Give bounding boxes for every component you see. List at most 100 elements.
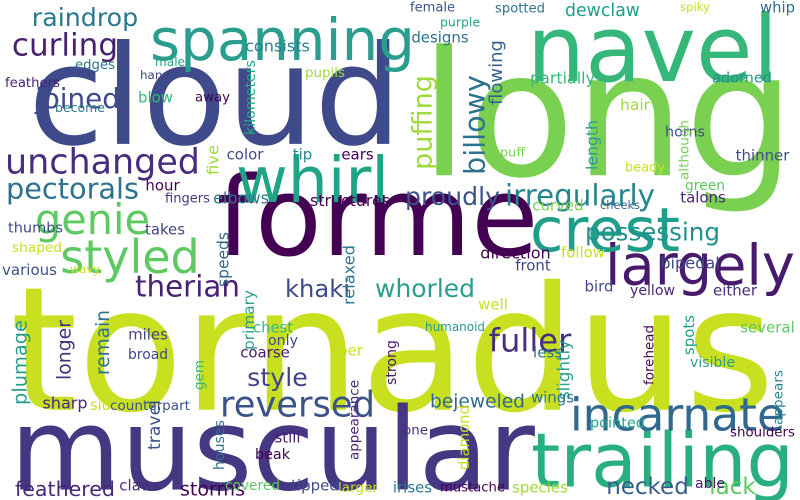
word-puffing: puffing [408, 75, 439, 170]
word-color: color [227, 145, 265, 163]
word-tip: tip [293, 145, 313, 163]
word-hand: hand [140, 68, 170, 82]
word-larger: larger [338, 480, 378, 496]
word-visible: visible [690, 355, 735, 371]
word-kilometers: kilometers [243, 60, 259, 135]
word-trailing: trailing [531, 418, 794, 500]
word-raindrop: raindrop [32, 3, 138, 32]
word-travel: travel [145, 400, 165, 450]
word-counterpart: counterpart [110, 398, 190, 414]
word-structures: structures [310, 191, 390, 210]
word-remain: remain [93, 310, 114, 375]
word-whirl: whirl [236, 143, 389, 217]
word-talons: talons [680, 188, 726, 206]
word-gem: gem [192, 360, 208, 390]
word-horns: horns [665, 125, 705, 141]
word-only: only [268, 333, 298, 349]
word-less: less [533, 343, 562, 361]
word-hour: hour [145, 176, 180, 194]
word-relaxed: relaxed [340, 245, 359, 305]
word-elbows: elbows [213, 188, 269, 207]
word-spots: spots [680, 315, 698, 355]
word-length: length [582, 120, 601, 170]
word-flowing: flowing [486, 40, 507, 105]
word-billowy: billowy [458, 75, 492, 175]
word-forehead: forehead [643, 325, 658, 385]
word-species: species [512, 478, 568, 496]
word-thinner: thinner [736, 146, 791, 164]
word-per: per [338, 341, 364, 359]
word-humanoid: humanoid [425, 320, 485, 334]
word-tornadus: tornadus [10, 250, 775, 451]
word-speeds: speeds [214, 232, 232, 287]
word-navel: navel [527, 0, 778, 103]
word-purple: purple [440, 14, 480, 29]
word-incarnate: incarnate [570, 388, 785, 441]
word-beak: beak [255, 447, 291, 463]
word-possessing: possessing [585, 218, 720, 247]
word-bejeweled: bejeweled [430, 391, 525, 412]
word-broad: broad [128, 347, 168, 363]
word-khaki: khaki [285, 275, 350, 303]
word-puff: puff [500, 145, 526, 160]
word-coarse: coarse [240, 343, 290, 361]
word-forme: forme [217, 154, 539, 281]
word-shoulders: shoulders [730, 426, 795, 441]
word-diamond: diamond [456, 405, 473, 470]
word-irregularly: irregularly [505, 178, 655, 212]
word-still: still [274, 428, 300, 446]
word-thumbs: thumbs [8, 221, 63, 237]
word-tipped: tipped [291, 476, 339, 494]
word-consists: consists [245, 36, 310, 55]
word-designs: designs [411, 28, 469, 46]
word-appears: appears [771, 370, 787, 425]
word-pointed: pointed [590, 416, 645, 432]
word-long: long [420, 14, 795, 216]
word-joined: joined [34, 82, 120, 115]
word-male: male [155, 55, 185, 69]
word-longer: longer [54, 320, 75, 380]
word-sharp: sharp [42, 393, 87, 412]
word-adorned: adorned [712, 71, 772, 87]
word-chest: chest [253, 319, 293, 336]
word-front: front [515, 256, 551, 274]
word-wavy: wavy [70, 262, 100, 276]
word-spanning: spanning [150, 6, 415, 74]
word-side: side [90, 397, 120, 414]
word-edges: edges [75, 58, 115, 73]
word-covered: covered [225, 478, 280, 494]
word-necked: necked [606, 474, 689, 500]
word-proudly: proudly [405, 182, 500, 211]
word-cloud: cloud [28, 16, 402, 177]
word-yellow: yellow [630, 283, 675, 299]
word-muscular: muscular [10, 383, 535, 500]
word-cheeks: cheeks [600, 198, 640, 212]
word-lack: lack [709, 474, 756, 500]
word-primary: primary [240, 290, 258, 350]
word-claws: claws [119, 476, 161, 494]
word-pectorals: pectorals [6, 172, 139, 206]
word-feathered: feathered [15, 477, 115, 500]
word-largely: largely [605, 233, 795, 298]
word-therian: therian [135, 269, 240, 303]
word-although: although [677, 120, 693, 180]
word-green: green [685, 178, 725, 194]
word-either: either [713, 281, 758, 299]
word-bipedal: bipedal [660, 253, 719, 272]
word-female: female [410, 1, 455, 16]
word-become: become [55, 100, 105, 115]
word-partially: partially [530, 69, 595, 88]
word-spiky: spiky [680, 0, 710, 14]
word-styled: styled [60, 230, 200, 284]
word-takes: takes [145, 220, 185, 238]
word-various: various [2, 261, 57, 279]
word-pupils: pupils [305, 66, 345, 81]
word-spotted: spotted [495, 2, 545, 17]
word-blow: blow [138, 88, 173, 106]
word-direction: direction [480, 243, 551, 262]
word-curved: curved [532, 196, 583, 214]
word-style: style [247, 363, 308, 392]
word-follow: follow [561, 243, 605, 261]
